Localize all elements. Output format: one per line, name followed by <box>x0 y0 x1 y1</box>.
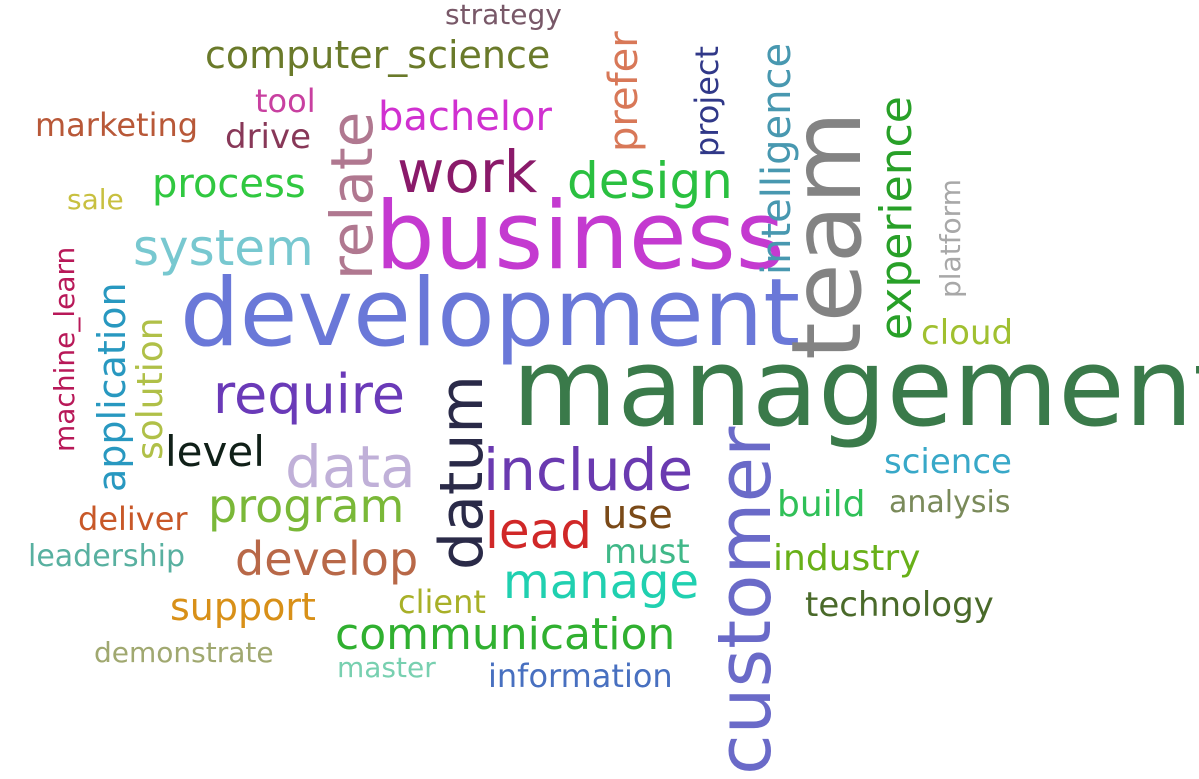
word-intelligence: intelligence <box>754 43 800 275</box>
word-computer-science: computer_science <box>205 33 550 77</box>
word-use: use <box>602 492 673 538</box>
word-machine-learn: machine_learn <box>48 247 81 452</box>
word-work: work <box>397 138 538 206</box>
word-industry: industry <box>773 538 920 579</box>
word-require: require <box>213 363 405 426</box>
word-business: business <box>375 182 785 291</box>
word-management: management <box>512 326 1199 451</box>
word-project: project <box>688 46 726 157</box>
word-communication: communication <box>335 609 675 660</box>
word-design: design <box>567 152 733 210</box>
word-leadership: leadership <box>28 539 185 574</box>
word-deliver: deliver <box>78 500 188 538</box>
word-demonstrate: demonstrate <box>94 636 274 669</box>
word-system: system <box>133 219 314 277</box>
word-data: data <box>285 433 416 501</box>
word-science: science <box>884 442 1012 482</box>
word-bachelor: bachelor <box>378 94 552 140</box>
word-datum: datum <box>427 375 497 570</box>
word-analysis: analysis <box>889 485 1010 520</box>
word-information: information <box>488 657 673 695</box>
word-sale: sale <box>67 183 124 216</box>
word-lead: lead <box>485 502 592 560</box>
word-experience: experience <box>871 96 922 340</box>
word-solution: solution <box>130 317 171 460</box>
word-client: client <box>398 583 486 621</box>
word-team: team <box>771 111 883 360</box>
word-process: process <box>152 161 306 207</box>
word-level: level <box>165 427 265 476</box>
word-marketing: marketing <box>35 106 198 144</box>
word-prefer: prefer <box>601 31 647 152</box>
word-relate: relate <box>318 112 386 280</box>
word-build: build <box>777 484 866 525</box>
word-develop: develop <box>235 532 418 586</box>
word-master: master <box>337 651 436 684</box>
word-program: program <box>208 479 404 533</box>
word-cloud: cloud <box>921 313 1013 353</box>
word-customer: customer <box>702 426 788 775</box>
word-development: development <box>180 259 800 368</box>
word-tool: tool <box>255 82 316 120</box>
word-include: include <box>483 436 693 504</box>
word-platform: platform <box>934 179 967 298</box>
word-application: application <box>90 282 134 492</box>
word-drive: drive <box>225 117 311 157</box>
word-manage: manage <box>503 554 699 610</box>
word-technology: technology <box>805 585 994 625</box>
word-strategy: strategy <box>445 0 562 31</box>
word-support: support <box>170 585 316 629</box>
word-must: must <box>604 532 690 572</box>
